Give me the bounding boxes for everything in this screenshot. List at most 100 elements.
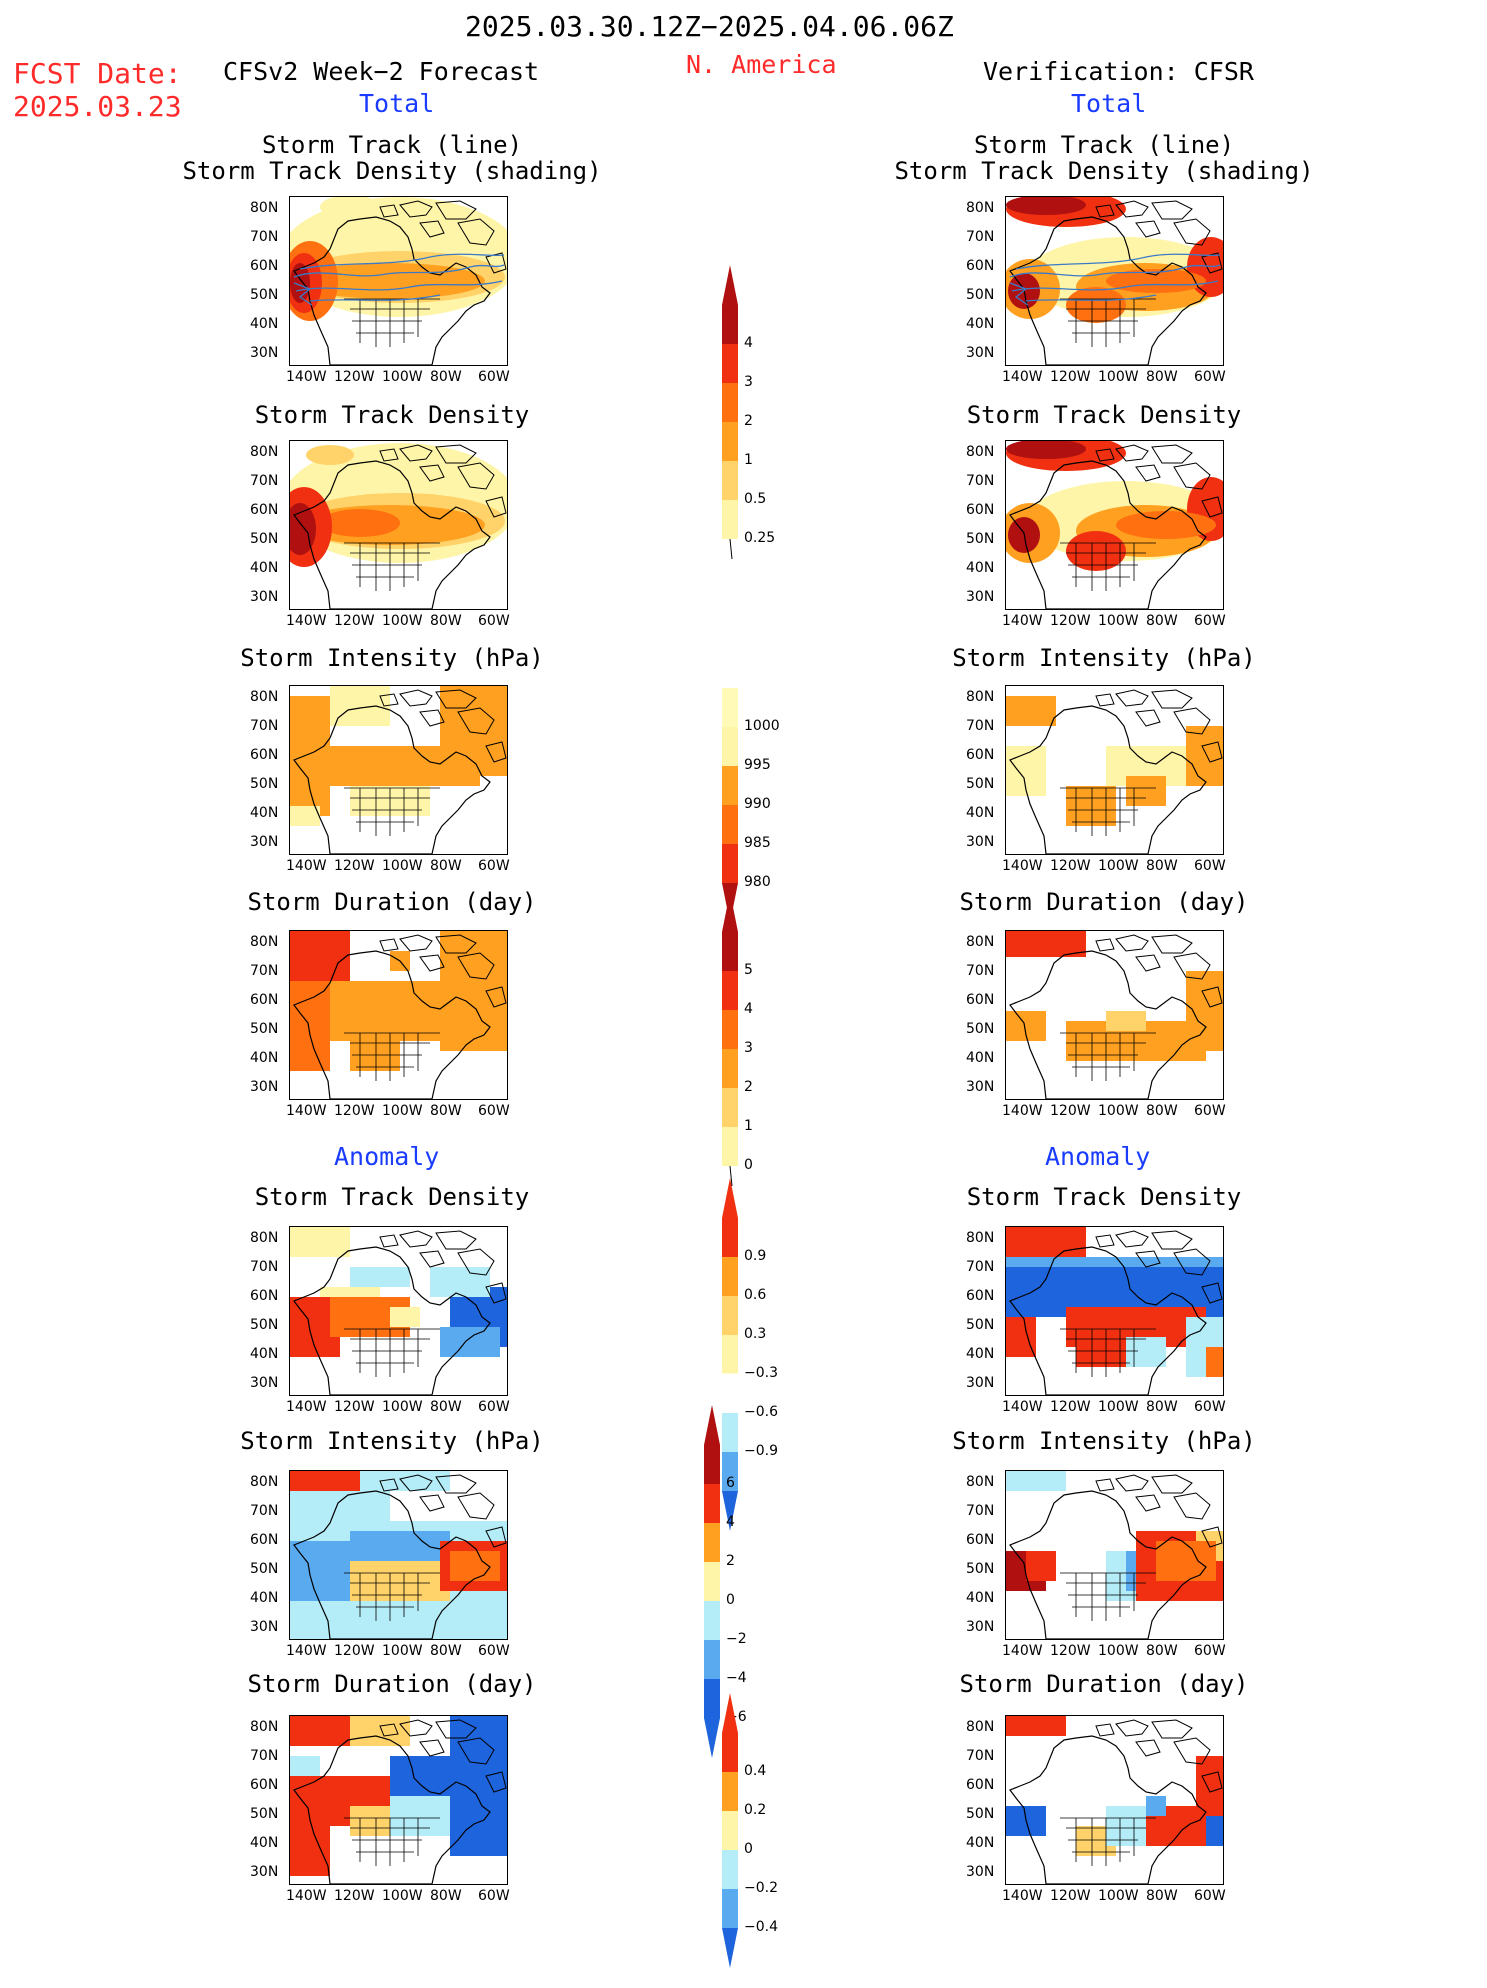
right-track-lat-tick: 50N [966,287,995,303]
forecast-title: CFSv2 Week−2 Forecast [223,57,540,86]
right-track-lat-tick: 60N [966,258,995,274]
right-intensity-lon-tick: 140W [1002,858,1043,874]
colorbar-density-anom [718,1178,808,1551]
left-map-duration-anom [289,1715,508,1885]
left-intensity-anom-lat-tick: 70N [250,1503,279,1519]
right-intensity-anom-lon-tick: 140W [1002,1643,1043,1659]
left-map-track [289,196,508,366]
left-map-intensity-anom [289,1470,508,1640]
colorbar-duration-total-label: 1 [744,1118,753,1134]
right-title-density-anom: Storm Track Density [966,1183,1242,1211]
right-map-duration [1005,930,1224,1100]
right-density-lat-tick: 80N [966,444,995,460]
right-duration-lon-tick: 80W [1146,1103,1178,1119]
right-duration-anom-lat-tick: 40N [966,1835,995,1851]
right-density-anom-lon-tick: 140W [1002,1399,1043,1415]
left-duration-anom-lat-tick: 70N [250,1748,279,1764]
colorbar-density-total-label: 3 [744,374,753,390]
left-density-lat-tick: 30N [250,589,279,605]
right-density-anom-lon-tick: 80W [1146,1399,1178,1415]
left-intensity-lon-tick: 80W [430,858,462,874]
right-title-track-line: Storm Track (line) [973,131,1235,159]
left-title-density-anom: Storm Track Density [254,1183,530,1211]
right-intensity-lon-tick: 100W [1098,858,1139,874]
right-track-lon-tick: 80W [1146,369,1178,385]
colorbar-density-total [718,265,808,559]
colorbar-intensity-anom-label: −2 [726,1631,747,1647]
right-duration-lat-tick: 50N [966,1021,995,1037]
right-track-lat-tick: 30N [966,345,995,361]
right-density-anom-lat-tick: 50N [966,1317,995,1333]
right-title-density: Storm Track Density [966,401,1242,429]
left-title-duration-anom: Storm Duration (day) [247,1670,537,1698]
right-duration-anom-lon-tick: 140W [1002,1888,1043,1904]
right-density-anom-lat-tick: 40N [966,1346,995,1362]
right-intensity-anom-lat-tick: 40N [966,1590,995,1606]
right-duration-anom-lon-tick: 100W [1098,1888,1139,1904]
colorbar-duration-anom-label: 0.2 [744,1802,767,1818]
left-title-intensity-anom: Storm Intensity (hPa) [240,1427,544,1455]
colorbar-duration-total [718,892,808,1186]
right-anomaly-label: Anomaly [1045,1142,1151,1171]
left-density-lon-tick: 140W [286,613,327,629]
colorbar-duration-total-label: 3 [744,1040,753,1056]
left-density-lat-tick: 60N [250,502,279,518]
right-track-lon-tick: 140W [1002,369,1043,385]
right-duration-anom-lon-tick: 120W [1050,1888,1091,1904]
left-title-density: Storm Track Density [254,401,530,429]
left-intensity-lat-tick: 80N [250,689,279,705]
right-intensity-anom-lat-tick: 50N [966,1561,995,1577]
right-intensity-lon-tick: 120W [1050,858,1091,874]
left-duration-anom-lat-tick: 30N [250,1864,279,1880]
left-intensity-anom-lat-tick: 50N [250,1561,279,1577]
right-title-track-shading: Storm Track Density (shading) [894,157,1314,185]
left-track-lon-tick: 120W [334,369,375,385]
colorbar-intensity-total [718,688,808,943]
right-track-lon-tick: 120W [1050,369,1091,385]
right-density-lat-tick: 60N [966,502,995,518]
colorbar-intensity-total-label: 980 [744,874,771,890]
left-intensity-lon-tick: 60W [478,858,510,874]
left-map-density-anom [289,1226,508,1396]
right-intensity-anom-lon-tick: 120W [1050,1643,1091,1659]
left-duration-anom-lat-tick: 40N [250,1835,279,1851]
right-intensity-anom-lat-tick: 60N [966,1532,995,1548]
right-duration-anom-lon-tick: 60W [1194,1888,1226,1904]
left-duration-anom-lon-tick: 100W [382,1888,423,1904]
left-track-lat-tick: 60N [250,258,279,274]
right-density-lat-tick: 30N [966,589,995,605]
right-track-lat-tick: 70N [966,229,995,245]
left-duration-lat-tick: 40N [250,1050,279,1066]
left-duration-anom-lon-tick: 80W [430,1888,462,1904]
right-title-intensity: Storm Intensity (hPa) [952,644,1256,672]
colorbar-intensity-total-label: 985 [744,835,771,851]
left-duration-anom-lon-tick: 60W [478,1888,510,1904]
colorbar-duration-total-label: 0 [744,1157,753,1173]
colorbar-duration-total-label: 4 [744,1001,753,1017]
left-track-lon-tick: 60W [478,369,510,385]
right-duration-anom-lat-tick: 60N [966,1777,995,1793]
right-map-track [1005,196,1224,366]
left-intensity-lat-tick: 70N [250,718,279,734]
left-intensity-anom-lat-tick: 60N [250,1532,279,1548]
left-title-track-shading: Storm Track Density (shading) [182,157,602,185]
right-density-lon-tick: 120W [1050,613,1091,629]
left-track-lat-tick: 30N [250,345,279,361]
right-title-duration-anom: Storm Duration (day) [959,1670,1249,1698]
right-intensity-lon-tick: 60W [1194,858,1226,874]
colorbar-density-total-label: 1 [744,452,753,468]
colorbar-density-total-label: 0.25 [744,530,776,546]
right-intensity-anom-lon-tick: 60W [1194,1643,1226,1659]
left-density-anom-lat-tick: 80N [250,1230,279,1246]
left-intensity-lon-tick: 100W [382,858,423,874]
colorbar-density-total-label: 4 [744,335,753,351]
colorbar-duration-anom-label: −0.4 [744,1919,778,1935]
left-intensity-lat-tick: 30N [250,834,279,850]
left-track-lon-tick: 100W [382,369,423,385]
right-intensity-anom-lat-tick: 30N [966,1619,995,1635]
right-duration-lon-tick: 100W [1098,1103,1139,1119]
right-intensity-anom-lat-tick: 80N [966,1474,995,1490]
colorbar-density-anom-label: 0.3 [744,1326,767,1342]
left-duration-anom-lon-tick: 120W [334,1888,375,1904]
left-intensity-anom-lat-tick: 80N [250,1474,279,1490]
